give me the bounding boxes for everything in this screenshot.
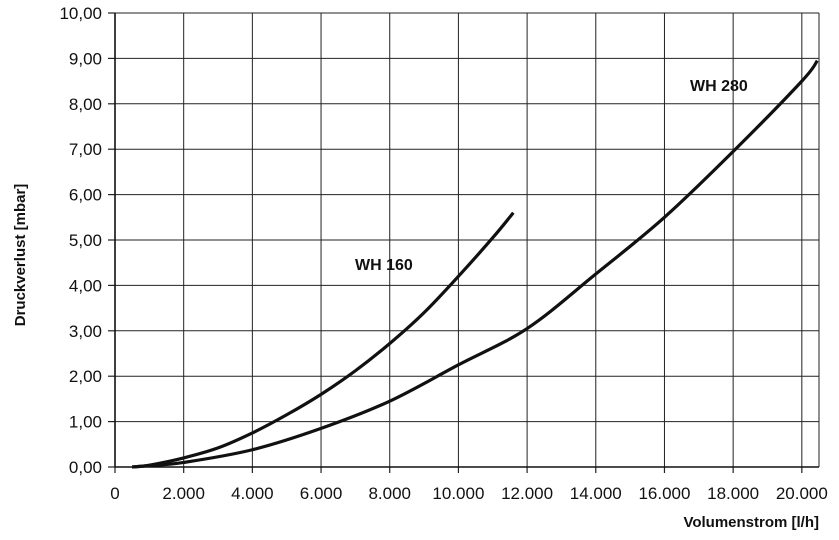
x-tick-label: 0 bbox=[110, 484, 119, 503]
y-axis-title: Druckverlust [mbar] bbox=[12, 184, 29, 327]
y-tick-label: 0,00 bbox=[69, 458, 102, 477]
series-label-wh-160: WH 160 bbox=[355, 257, 413, 274]
x-tick-label: 6.000 bbox=[300, 484, 343, 503]
y-tick-label: 4,00 bbox=[69, 276, 102, 295]
grid-layer bbox=[115, 12, 820, 467]
y-tick-label: 1,00 bbox=[69, 413, 102, 432]
x-tick-label: 16.000 bbox=[638, 484, 690, 503]
series-layer bbox=[132, 59, 819, 469]
x-tick-label: 2.000 bbox=[162, 484, 205, 503]
y-tick-label: 9,00 bbox=[69, 49, 102, 68]
y-tick-label: 6,00 bbox=[69, 186, 102, 205]
series-line-wh-280 bbox=[132, 59, 819, 469]
x-tick-label: 12.000 bbox=[501, 484, 553, 503]
x-tick-label: 10.000 bbox=[432, 484, 484, 503]
y-tick-label: 8,00 bbox=[69, 95, 102, 114]
x-tick-label: 18.000 bbox=[707, 484, 759, 503]
x-tick-label: 20.000 bbox=[776, 484, 828, 503]
x-tick-label: 8.000 bbox=[368, 484, 411, 503]
y-tick-label: 7,00 bbox=[69, 140, 102, 159]
labels-layer: WH 160 WH 280 Volumenstrom [l/h] Druckve… bbox=[12, 78, 819, 531]
x-axis-title: Volumenstrom [l/h] bbox=[683, 514, 819, 531]
axes-layer: 0 2.000 4.000 6.000 8.000 10.000 12.000 14.000 1… bbox=[59, 4, 827, 503]
y-tick-label: 2,00 bbox=[69, 367, 102, 386]
y-tick-label: 5,00 bbox=[69, 231, 102, 250]
x-tick-label: 4.000 bbox=[231, 484, 274, 503]
y-tick-label: 3,00 bbox=[69, 322, 102, 341]
y-tick-label: 10,00 bbox=[59, 4, 102, 23]
series-label-wh-280: WH 280 bbox=[690, 78, 748, 95]
series-line-wh-160 bbox=[132, 211, 515, 469]
x-tick-label: 14.000 bbox=[570, 484, 622, 503]
